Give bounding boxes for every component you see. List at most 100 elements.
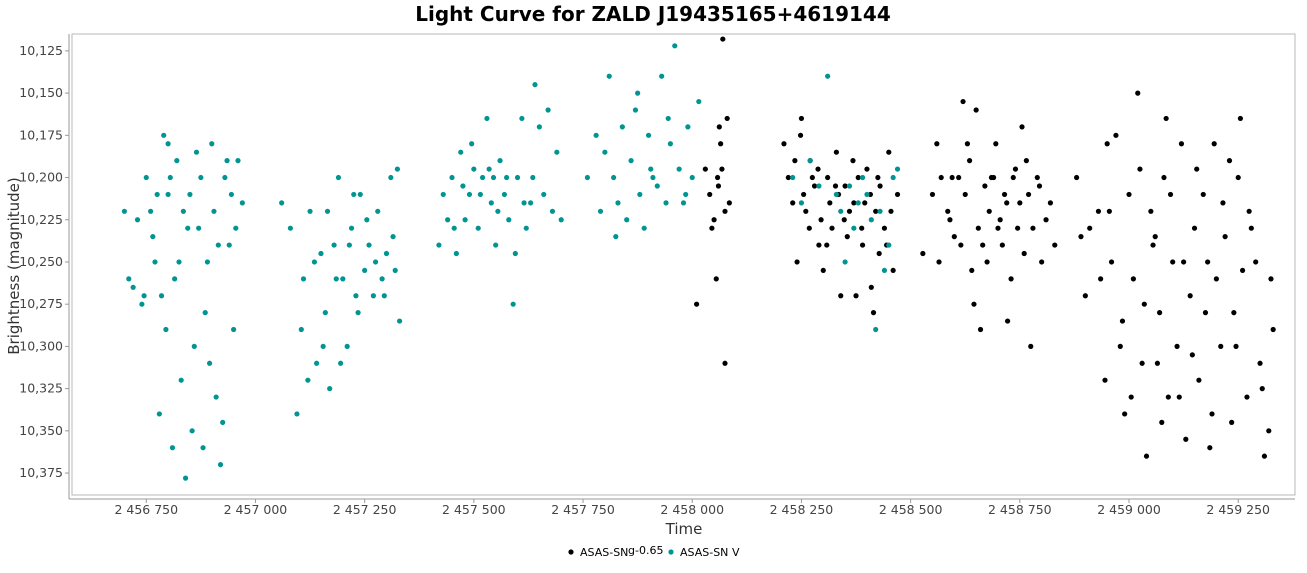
data-point [436,242,442,248]
x-tick-label: 2 457 750 [551,502,615,517]
data-point [722,360,728,366]
data-point [1211,141,1217,147]
data-point [488,200,494,206]
data-point [890,267,896,274]
data-point [1102,377,1108,383]
data-point [501,191,508,198]
data-point [196,225,202,231]
x-tick-label: 2 457 500 [442,502,506,517]
data-point [484,115,490,122]
data-point [988,174,995,181]
y-axis-ticks: 10,125 10,150 10,175 10,200 10,225 10,250 10,2… [19,43,69,480]
data-point [672,43,678,49]
y-tick-label: 10,325 [19,381,63,396]
data-point [1176,394,1182,400]
data-point [1209,411,1215,417]
data-point [864,191,870,198]
data-point [785,174,791,181]
data-point [1082,293,1088,299]
data-point [1141,301,1147,307]
data-point [949,174,955,181]
data-point [956,174,962,181]
data-point [314,360,320,366]
data-point [894,166,901,172]
data-point [320,343,326,349]
data-point [980,242,986,248]
data-point [683,191,689,198]
data-point [154,191,160,198]
data-point [1194,166,1200,172]
data-point [851,225,857,231]
data-point [558,217,564,223]
data-point [969,267,975,274]
data-point [875,174,881,181]
data-point [1004,200,1010,206]
data-point [1187,293,1193,299]
plot-frame [71,33,1296,496]
data-point [185,225,191,231]
x-tick-label: 2 458 500 [879,502,943,517]
data-point [862,200,868,206]
data-point [178,377,184,383]
data-point [226,242,232,248]
data-point [1244,394,1250,400]
data-point [798,115,805,122]
data-point [211,208,217,214]
y-tick-label: 10,275 [19,296,63,311]
data-point [172,276,178,282]
data-point [1231,310,1237,316]
data-point [187,191,193,198]
data-point [877,208,883,214]
data-point [530,174,536,181]
data-point [1148,208,1154,214]
data-point [790,200,796,206]
data-point [873,326,879,333]
data-point [388,174,394,181]
data-point [469,141,475,147]
legend-label: ASAS-SN [580,546,628,559]
data-point [1015,225,1021,231]
data-point [1004,318,1011,324]
data-point [1159,419,1165,425]
data-point [637,191,643,198]
data-point [997,217,1003,223]
data-point [180,208,186,214]
data-point [134,217,141,223]
data-point [833,149,839,155]
data-point [239,200,245,206]
data-point [820,267,826,274]
legend-suffix: g-0.65 [628,544,663,557]
data-point [1039,259,1045,265]
y-tick-label: 10,250 [19,254,63,269]
data-point [975,225,981,231]
data-point [798,200,805,206]
data-point [174,158,180,164]
data-point [458,149,464,155]
data-point [676,166,682,172]
data-point [348,225,355,231]
data-point [801,191,807,198]
data-point [449,174,455,181]
data-point [222,174,228,181]
data-point [999,242,1005,248]
data-point [877,183,883,189]
data-point [720,36,726,42]
data-point [816,183,822,189]
data-point [1248,225,1254,231]
data-point [829,225,835,231]
data-point [1200,191,1206,198]
y-tick-label: 10,175 [19,127,63,142]
data-point [1213,276,1219,282]
data-point [152,259,158,265]
data-point [945,208,951,214]
data-point [1052,242,1058,248]
data-point [632,107,639,113]
data-point [827,200,833,206]
data-point [713,276,719,282]
data-point [628,158,634,164]
data-point [1078,234,1084,240]
data-point [859,225,865,231]
data-point [298,326,304,333]
data-point [445,217,451,223]
